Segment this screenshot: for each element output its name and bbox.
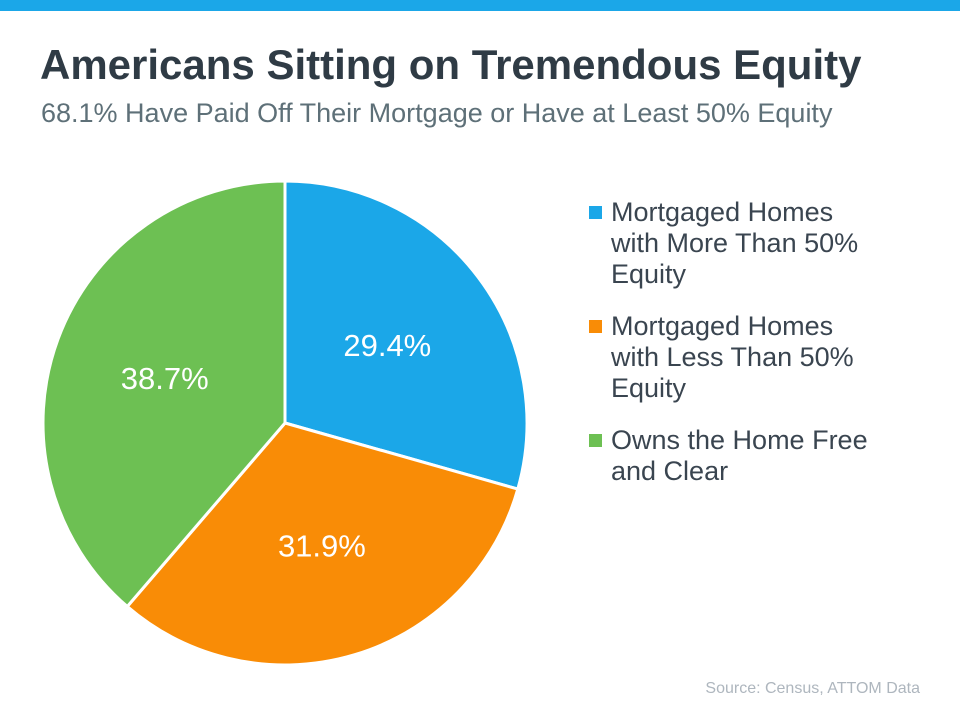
legend-label-0: Mortgaged Homes with More Than 50% Equit… xyxy=(611,197,859,289)
page-title: Americans Sitting on Tremendous Equity xyxy=(40,41,862,88)
chart-legend: Mortgaged Homes with More Than 50% Equit… xyxy=(589,197,909,508)
top-accent-bar xyxy=(0,0,960,11)
legend-item-0: Mortgaged Homes with More Than 50% Equit… xyxy=(589,197,909,290)
slice-label-1: 31.9% xyxy=(278,528,366,563)
pie-slice-0 xyxy=(283,179,529,491)
pie-slice-2 xyxy=(41,179,287,609)
legend-swatch-2 xyxy=(589,434,602,447)
legend-item-1: Mortgaged Homes with Less Than 50% Equit… xyxy=(589,311,909,404)
source-note: Source: Census, ATTOM Data xyxy=(705,680,920,697)
pie-slice-1 xyxy=(125,421,520,667)
legend-label-1: Mortgaged Homes with Less Than 50% Equit… xyxy=(611,311,854,403)
slice-label-2: 38.7% xyxy=(121,361,209,396)
legend-item-2: Owns the Home Free and Clear xyxy=(589,425,909,487)
legend-swatch-1 xyxy=(589,320,602,333)
slice-label-0: 29.4% xyxy=(343,328,431,363)
legend-swatch-0 xyxy=(589,206,602,219)
legend-label-2: Owns the Home Free and Clear xyxy=(611,425,868,486)
page-subtitle: 68.1% Have Paid Off Their Mortgage or Ha… xyxy=(41,98,833,128)
